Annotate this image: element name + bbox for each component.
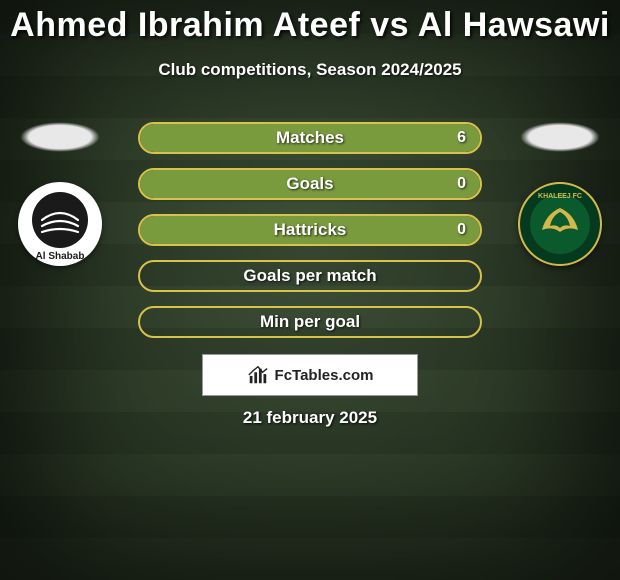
page-title: Ahmed Ibrahim Ateef vs Al Hawsawi: [0, 6, 620, 45]
left-player-column: Al Shabab: [0, 122, 120, 266]
watermark: FcTables.com: [202, 354, 418, 396]
left-club-badge: Al Shabab: [18, 182, 102, 266]
stat-label: Min per goal: [140, 312, 480, 332]
stats-list: Matches6Goals0Hattricks0Goals per matchM…: [138, 122, 482, 352]
right-player-column: KHALEEJ FC: [500, 122, 620, 266]
page-subtitle: Club competitions, Season 2024/2025: [0, 60, 620, 80]
stat-value-right: 6: [457, 129, 466, 147]
stat-row: Hattricks0: [138, 214, 482, 246]
stat-label: Goals: [140, 174, 480, 194]
right-club-badge: KHALEEJ FC: [518, 182, 602, 266]
left-player-silhouette: [20, 122, 100, 152]
stat-row: Goals per match: [138, 260, 482, 292]
right-player-silhouette: [520, 122, 600, 152]
right-club-logo: KHALEEJ FC: [518, 182, 602, 266]
date-text: 21 february 2025: [0, 408, 620, 428]
chart-icon: [247, 364, 269, 386]
stat-row: Min per goal: [138, 306, 482, 338]
stat-value-right: 0: [457, 221, 466, 239]
stat-label: Hattricks: [140, 220, 480, 240]
right-club-label: KHALEEJ FC: [538, 193, 582, 200]
left-club-label: Al Shabab: [36, 251, 85, 262]
stat-row: Goals0: [138, 168, 482, 200]
stat-row: Matches6: [138, 122, 482, 154]
watermark-text: FcTables.com: [275, 367, 374, 384]
stat-label: Goals per match: [140, 266, 480, 286]
left-club-logo: Al Shabab: [18, 182, 102, 266]
stat-value-right: 0: [457, 175, 466, 193]
stat-label: Matches: [140, 128, 480, 148]
